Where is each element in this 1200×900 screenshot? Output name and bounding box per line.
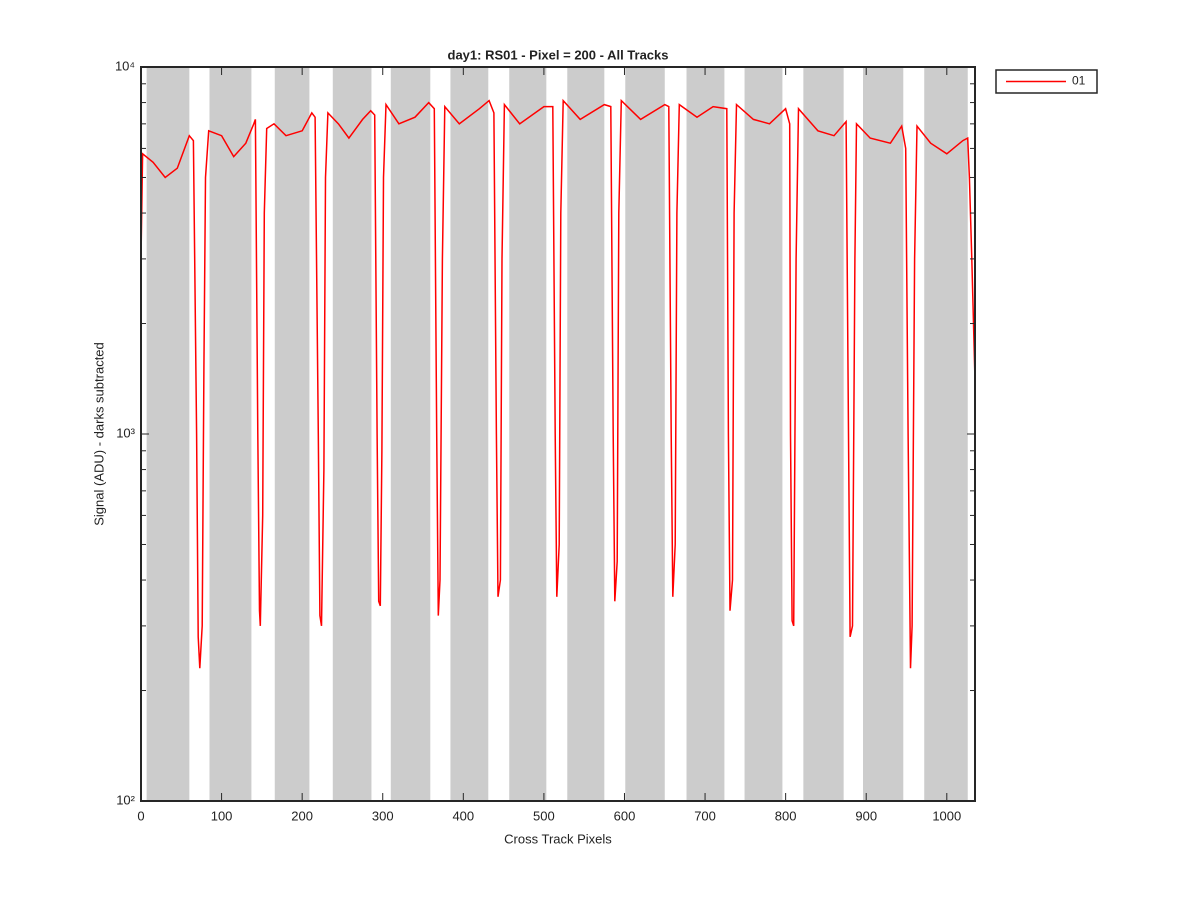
track-band <box>274 67 310 801</box>
track-band <box>146 67 190 801</box>
track-band <box>686 67 725 801</box>
track-band <box>450 67 489 801</box>
y-tick-label: 10³ <box>116 425 135 440</box>
track-band <box>332 67 372 801</box>
x-tick-label: 300 <box>372 808 394 823</box>
track-band <box>862 67 904 801</box>
x-axis-label: Cross Track Pixels <box>504 831 612 846</box>
x-tick-label: 200 <box>291 808 313 823</box>
x-tick-label: 700 <box>694 808 716 823</box>
axes-box <box>140 66 976 802</box>
track-band <box>924 67 968 801</box>
x-tick-label: 500 <box>533 808 555 823</box>
track-band <box>567 67 605 801</box>
track-band <box>803 67 844 801</box>
x-tick-label: 0 <box>137 808 144 823</box>
x-tick-label: 600 <box>614 808 636 823</box>
track-band <box>390 67 431 801</box>
track-band <box>509 67 547 801</box>
x-tick-label: 100 <box>211 808 233 823</box>
x-tick-label: 900 <box>855 808 877 823</box>
x-tick-label: 1000 <box>932 808 961 823</box>
y-tick-label: 10⁴ <box>115 58 135 73</box>
data-line <box>140 98 976 669</box>
track-band <box>625 67 665 801</box>
y-tick-label: 10² <box>116 792 135 807</box>
chart-title: day1: RS01 - Pixel = 200 - All Tracks <box>448 47 669 62</box>
legend-label: 01 <box>1072 74 1086 88</box>
y-axis-label: Signal (ADU) - darks subtracted <box>91 342 106 526</box>
x-tick-label: 400 <box>452 808 474 823</box>
x-tick-label: 800 <box>775 808 797 823</box>
track-band <box>744 67 783 801</box>
track-band <box>209 67 252 801</box>
